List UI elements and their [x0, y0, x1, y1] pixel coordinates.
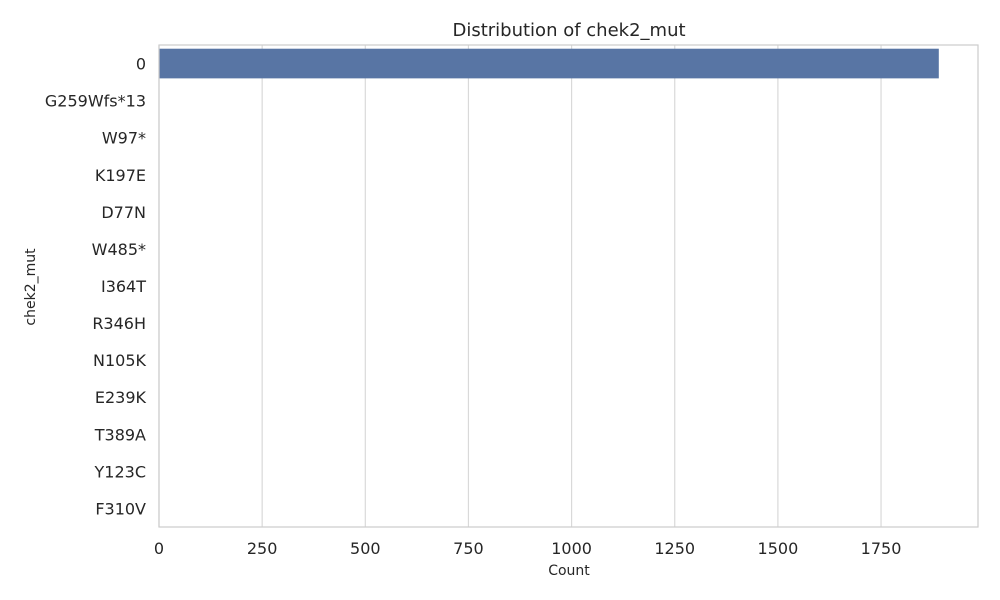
x-axis-label: Count	[548, 563, 590, 579]
y-tick-label-9: E239K	[95, 388, 147, 407]
y-tick-label-2: W97*	[102, 129, 146, 148]
x-tick-label-3: 750	[453, 539, 484, 558]
x-tick-labels: 0 250 500 750 1000 1250 1500 1750	[154, 539, 901, 558]
bar-0	[159, 48, 939, 79]
bars	[159, 48, 939, 524]
y-tick-label-1: G259Wfs*13	[45, 92, 146, 111]
x-tick-label-7: 1750	[861, 539, 902, 558]
x-tick-label-0: 0	[154, 539, 164, 558]
y-tick-label-5: W485*	[92, 240, 146, 259]
y-tick-label-4: D77N	[101, 203, 146, 222]
chart-title: Distribution of chek2_mut	[452, 20, 685, 41]
plot-border	[158, 44, 979, 528]
y-tick-label-11: Y123C	[94, 462, 146, 481]
y-tick-label-0: 0	[136, 55, 146, 74]
y-tick-label-12: F310V	[95, 499, 146, 518]
y-tick-label-6: I364T	[101, 277, 146, 296]
y-tick-label-8: N105K	[93, 351, 147, 370]
y-tick-label-10: T389A	[94, 425, 146, 444]
x-tick-label-1: 250	[247, 539, 278, 558]
x-tick-label-6: 1500	[758, 539, 799, 558]
grid-lines	[158, 45, 882, 527]
plot-frame	[158, 44, 979, 528]
y-tick-labels: 0 G259Wfs*13 W97* K197E D77N W485* I364T R346H N…	[45, 55, 147, 519]
x-tick-label-4: 1000	[551, 539, 592, 558]
x-tick-label-2: 500	[350, 539, 381, 558]
y-axis-label: chek2_mut	[23, 248, 39, 326]
y-tick-label-7: R346H	[92, 314, 146, 333]
x-tick-label-5: 1250	[654, 539, 695, 558]
y-tick-label-3: K197E	[95, 166, 146, 185]
